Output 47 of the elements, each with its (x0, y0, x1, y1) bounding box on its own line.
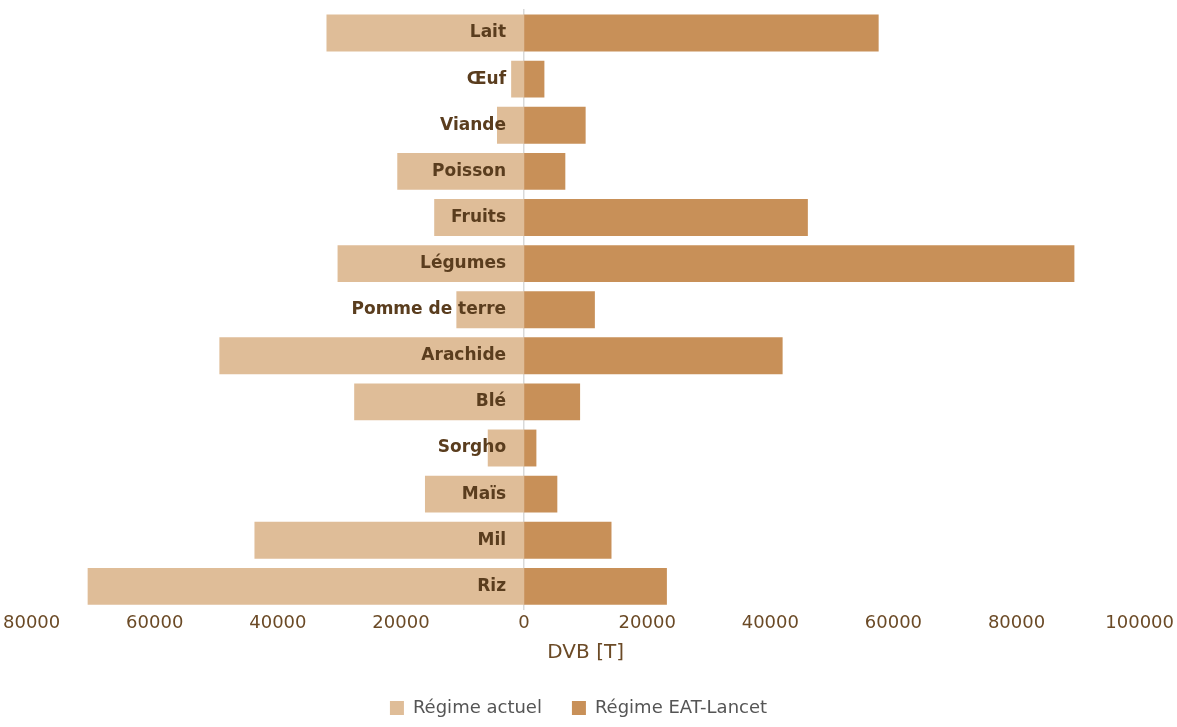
y-tick-label: Viande (440, 113, 507, 134)
y-tick-label: Œuf (466, 67, 507, 88)
y-tick-label: Lait (469, 21, 507, 42)
y-tick-label: Pomme de terre (351, 298, 507, 319)
y-tick-label: Fruits (450, 205, 507, 226)
x-tick-label: 60000 (864, 610, 923, 632)
y-tick-label: Mil (477, 528, 507, 549)
bar (524, 291, 595, 329)
x-tick-label: 100000 (1105, 610, 1174, 632)
bar (524, 60, 545, 98)
bar (524, 152, 566, 190)
bar (219, 337, 525, 375)
x-tick-label: 20000 (618, 610, 676, 632)
x-tick-label: 0 (518, 610, 530, 632)
y-tick-label: Arachide (421, 344, 507, 365)
bar (524, 567, 667, 605)
x-tick-label: 40000 (249, 610, 307, 632)
x-tick-label: 80000 (3, 610, 61, 632)
y-tick-label: Sorgho (437, 436, 507, 457)
bar (254, 521, 525, 559)
x-tick-label: 80000 (987, 610, 1046, 632)
bar (524, 14, 879, 52)
bar (524, 429, 537, 467)
legend-label: Régime EAT-Lancet (594, 695, 768, 717)
y-tick-label: Maïs (461, 482, 507, 503)
bar (524, 106, 586, 144)
bar (424, 475, 525, 513)
bar (524, 245, 1075, 283)
bar (524, 521, 612, 559)
y-tick-label: Blé (475, 390, 507, 411)
bar (326, 14, 525, 52)
bar (354, 383, 525, 421)
bar (511, 60, 525, 98)
x-tick-label: 40000 (741, 610, 799, 632)
y-tick-label: Poisson (432, 159, 507, 180)
y-tick-label: Légumes (420, 252, 507, 273)
legend-label: Régime actuel (412, 695, 542, 717)
bar (524, 199, 808, 236)
bar (524, 383, 581, 421)
x-tick-label: 60000 (126, 610, 184, 632)
x-axis-title: DVB [T] (547, 639, 624, 664)
bar (524, 475, 558, 513)
bar (337, 245, 525, 283)
bar (524, 337, 783, 375)
x-tick-label: 20000 (372, 610, 430, 632)
bar (87, 567, 525, 605)
y-tick-label: Riz (477, 574, 507, 595)
